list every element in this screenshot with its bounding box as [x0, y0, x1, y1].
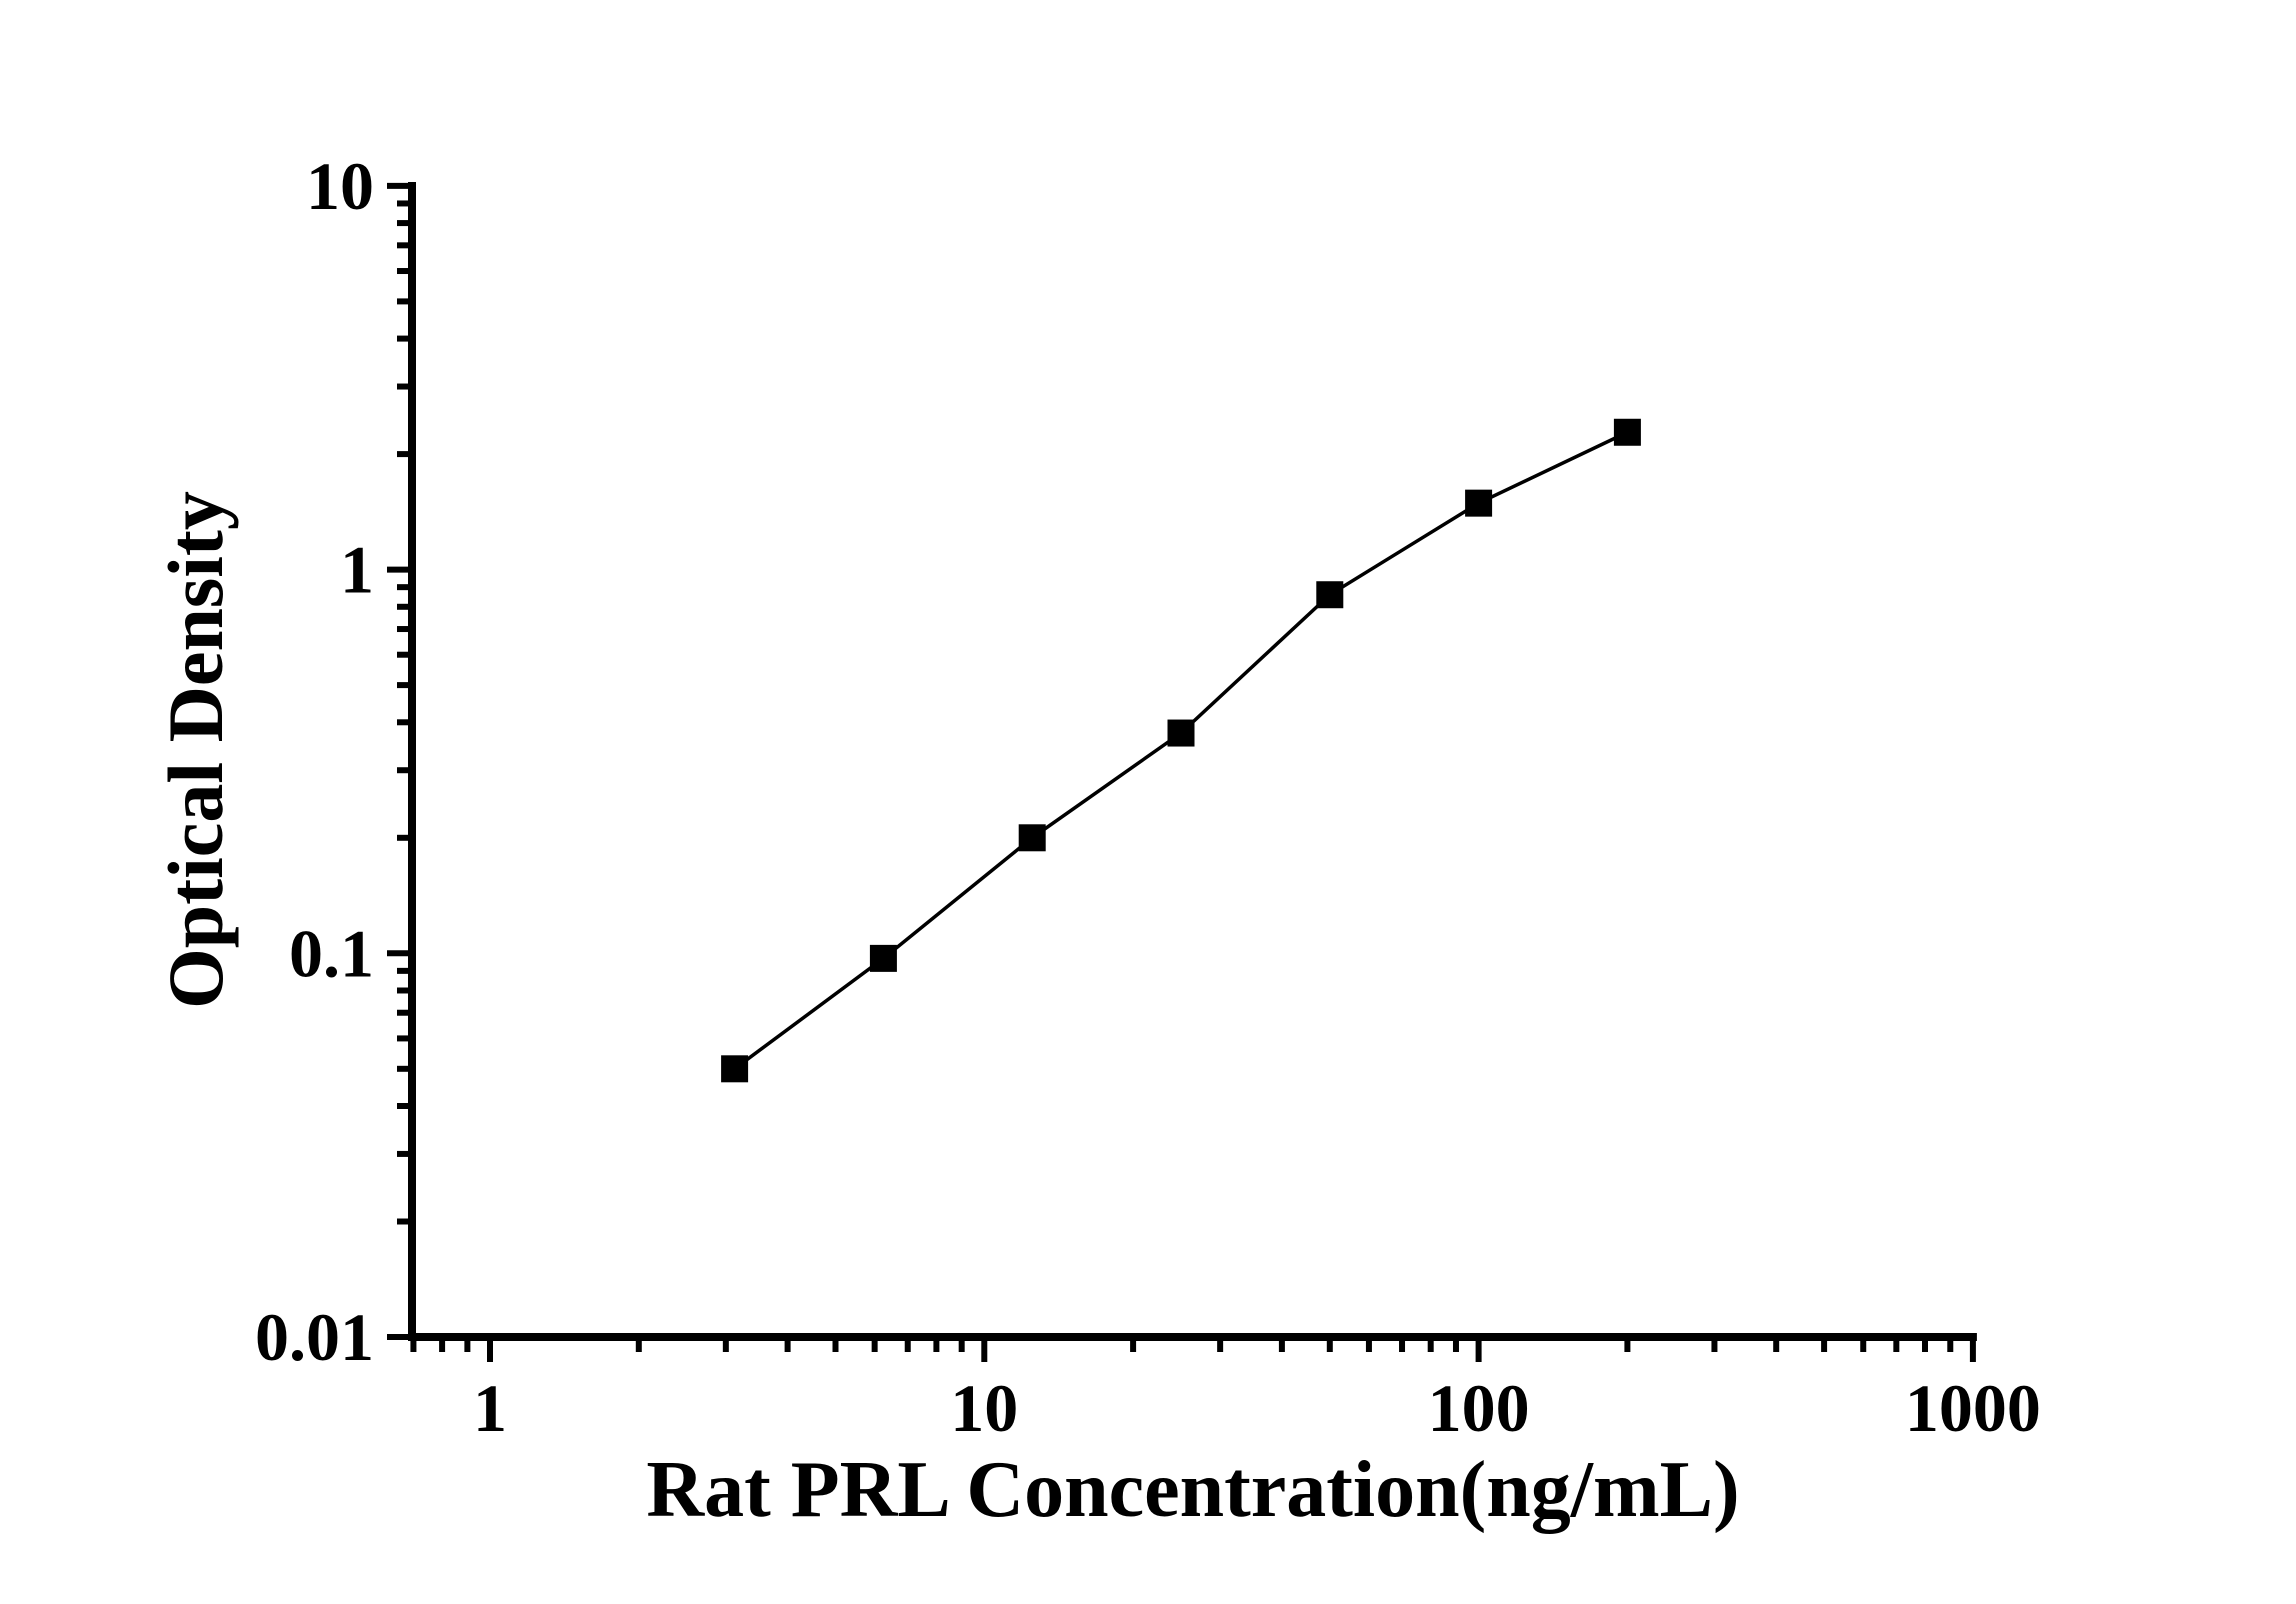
y-axis-ticks: [387, 182, 412, 1340]
x-axis-ticks: [410, 1337, 1976, 1362]
data-point-marker: [1316, 581, 1344, 609]
y-axis-title: Optical Density: [152, 491, 239, 1009]
series-line: [733, 430, 1629, 1071]
x-tick-label: 10: [950, 1370, 1018, 1446]
data-point-marker: [721, 1055, 749, 1083]
x-axis-title: Rat PRL Concentration(ng/mL): [646, 1446, 1739, 1534]
data-point-marker: [1465, 489, 1493, 517]
x-axis-tick-labels: 1 10 100 1000: [473, 1370, 2041, 1446]
x-tick-label: 1: [473, 1370, 507, 1446]
y-tick-label: 0.1: [289, 915, 374, 991]
y-tick-label: 0.01: [255, 1299, 374, 1375]
x-tick-label: 1000: [1905, 1370, 2041, 1446]
y-axis-tick-labels: 0.01 0.1 1 10: [255, 148, 374, 1375]
x-tick-label: 100: [1428, 1370, 1530, 1446]
data-point-marker: [1018, 824, 1046, 852]
data-point-marker: [869, 944, 897, 972]
axes: [408, 182, 1977, 1341]
data-point-marker: [1613, 418, 1641, 446]
data-point-marker: [1167, 719, 1195, 747]
y-tick-label: 10: [306, 148, 374, 224]
data-series: [721, 418, 1641, 1083]
y-tick-label: 1: [340, 532, 374, 608]
